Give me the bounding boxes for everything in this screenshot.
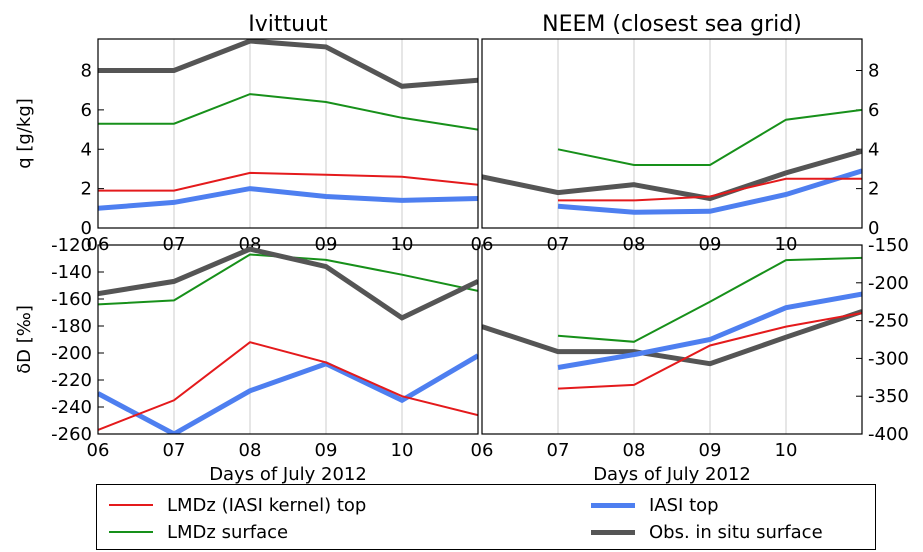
y-tick-label: -350 [868,386,909,407]
y-tick-label: -400 [868,424,909,445]
y-tick-label: 0 [868,218,879,239]
series-line-lmdz-surface [98,93,478,131]
y-tick-label: -260 [51,424,92,445]
panel-title: NEEM (closest sea grid) [542,12,802,37]
legend-swatch [591,529,635,535]
y-tick-label: -180 [51,316,92,337]
y-tick-label: -200 [868,273,909,294]
x-tick-label: 10 [391,440,414,461]
series-line-lmdz-surface [98,253,478,306]
y-tick-label: 2 [868,179,879,200]
legend-swatch [109,504,153,506]
series-line-lmdz-kernel-top [557,312,862,390]
plot-frame [481,38,863,229]
x-tick-label: 06 [471,440,494,461]
y-axis-label: δD [‰] [14,305,35,374]
y-tick-label: 4 [81,139,92,160]
y-tick-label: -150 [868,235,909,256]
series-line-lmdz-kernel-top [558,177,862,202]
x-tick-label: 06 [87,440,110,461]
y-tick-label: 8 [868,61,879,82]
legend-label: LMDz (IASI kernel) top [167,494,367,516]
x-tick-label: 09 [699,440,722,461]
y-tick-label: -240 [51,397,92,418]
series-line-obs-surface [98,246,478,321]
plot-frame [97,38,479,229]
x-tick-label: 07 [163,440,186,461]
series-line-iasi-top [557,168,862,215]
plot-frame [481,244,863,435]
x-tick-label: 08 [623,440,646,461]
y-tick-label: -250 [868,311,909,332]
y-tick-label: 2 [81,179,92,200]
legend-swatch [591,502,635,508]
y-tick-label: 6 [868,100,879,121]
series-line-obs-surface [98,39,478,89]
x-tick-label: 10 [775,440,798,461]
y-axis-label: q [g/kg] [14,98,35,169]
series-line-lmdz-kernel-top [98,341,478,431]
series-line-iasi-top [557,291,862,370]
legend-item-iasi-top: IASI top [591,493,719,517]
y-tick-label: -200 [51,343,92,364]
panel-title: Ivittuut [248,12,328,37]
series-line-iasi-top [98,353,478,434]
x-axis-label: Days of July 2012 [209,464,367,484]
x-tick-label: 07 [547,440,570,461]
y-tick-label: -120 [51,235,92,256]
y-tick-label: 4 [868,139,879,160]
series-line-obs-surface [482,148,862,202]
legend-label: Obs. in situ surface [649,521,823,543]
legend: LMDz (IASI kernel) top IASI top LMDz sur… [96,484,876,550]
series-line-lmdz-surface [557,108,862,166]
series-line-iasi-top [98,186,478,211]
legend-item-lmdz-surface: LMDz surface [109,520,288,544]
y-tick-label: 8 [81,61,92,82]
y-tick-label: 0 [81,218,92,239]
chart-panel-4: 06 07 08 09 10 -400 -350 -300 -250 -200 -150 Days o… [471,235,909,484]
y-tick-label: -220 [51,370,92,391]
y-tick-label: -300 [868,348,909,369]
y-tick-label: 6 [81,100,92,121]
legend-item-obs-surface: Obs. in situ surface [591,520,823,544]
legend-swatch [109,531,153,533]
legend-label: IASI top [649,494,719,516]
y-tick-label: -160 [51,289,92,310]
chart-panel-3: 06 07 08 09 10 -260 -240 -220 -200 -180 -160 -140 -1… [14,235,479,484]
x-axis-label: Days of July 2012 [593,464,751,484]
x-tick-label: 09 [315,440,338,461]
legend-item-lmdz-kernel-top: LMDz (IASI kernel) top [109,493,366,517]
series-line-lmdz-surface [557,256,862,343]
series-line-obs-surface [482,309,862,367]
legend-label: LMDz surface [167,521,289,543]
series-line-lmdz-kernel-top [98,171,478,192]
y-tick-label: -140 [51,262,92,283]
plot-frame [97,244,479,435]
x-tick-label: 08 [239,440,262,461]
